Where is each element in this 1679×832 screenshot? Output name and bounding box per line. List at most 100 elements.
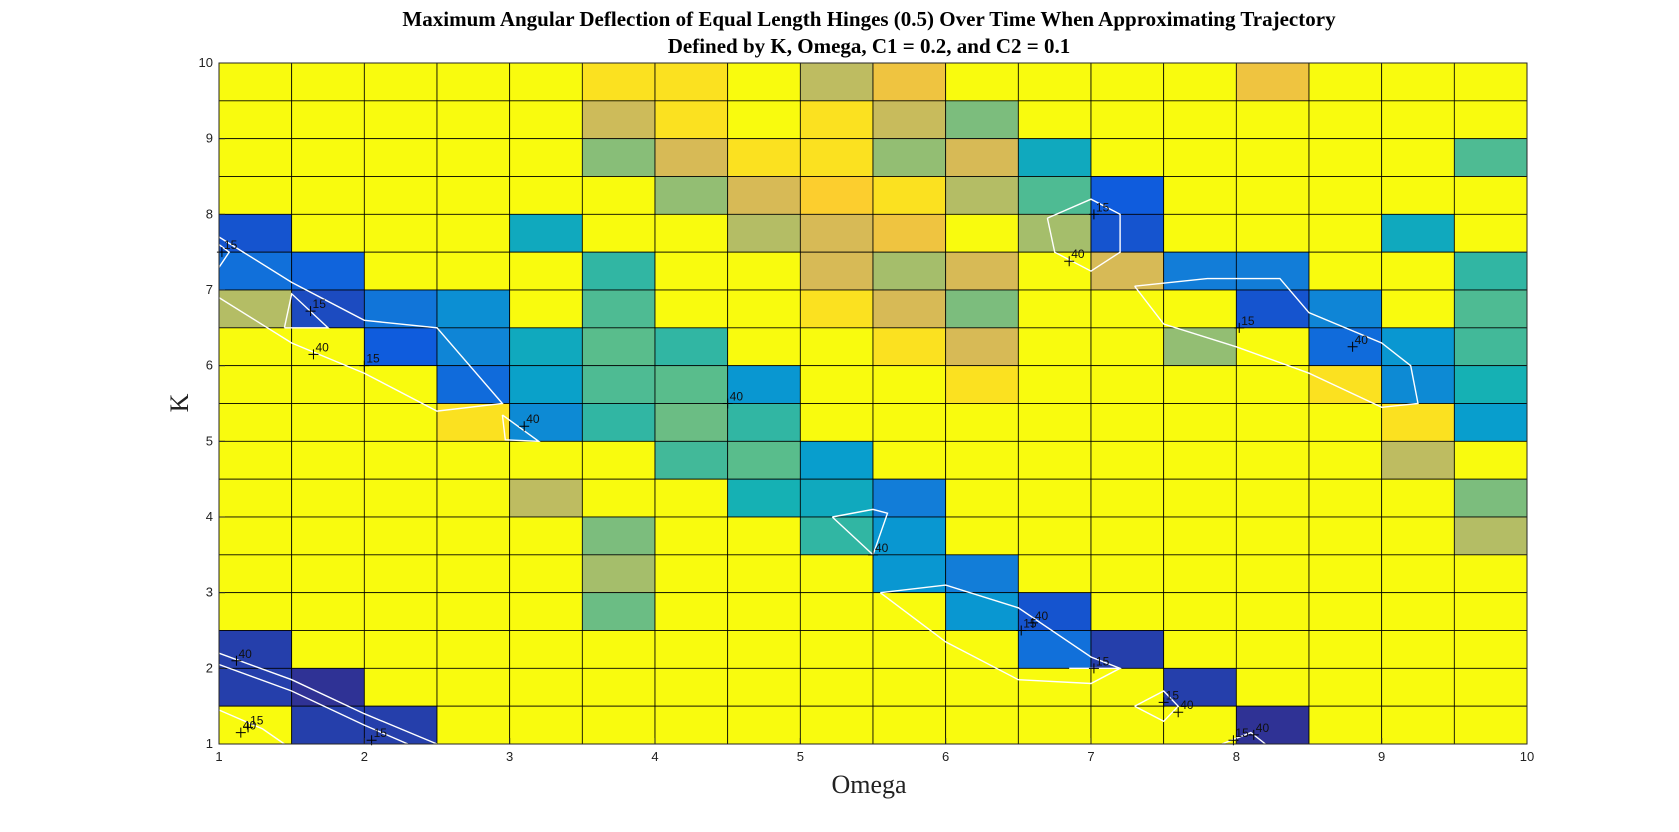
heatmap-cell — [581, 327, 656, 367]
heatmap-cell — [1163, 62, 1237, 102]
heatmap-cell — [872, 705, 947, 745]
heatmap-cell — [581, 592, 656, 631]
heatmap-cell — [1308, 327, 1383, 367]
heatmap-cell — [436, 251, 511, 291]
heatmap-cell — [1308, 403, 1383, 442]
heatmap-cell — [436, 62, 511, 102]
heatmap-cell — [1017, 554, 1092, 594]
heatmap-cell — [581, 667, 656, 707]
heatmap-cell — [1090, 365, 1165, 404]
heatmap-cell — [1235, 213, 1310, 253]
heatmap-cell — [872, 327, 947, 367]
contour-label: 40 — [1071, 247, 1085, 261]
heatmap-cell — [654, 516, 729, 556]
heatmap-cell — [363, 62, 438, 102]
heatmap-cell — [1308, 100, 1383, 140]
heatmap-cell — [1308, 554, 1383, 594]
heatmap-cell — [727, 440, 801, 480]
heatmap-cell — [436, 667, 511, 707]
heatmap-cell — [1235, 251, 1310, 291]
heatmap-cell — [1090, 478, 1165, 518]
heatmap-cell — [581, 365, 656, 404]
heatmap-cell — [945, 516, 1019, 556]
heatmap-cell — [727, 327, 801, 367]
heatmap-cell — [218, 213, 293, 253]
heatmap-cell — [872, 251, 947, 291]
heatmap-cell — [1163, 440, 1237, 480]
heatmap-cell — [799, 62, 874, 102]
heatmap-cell — [291, 403, 365, 442]
y-tick-label: 8 — [206, 206, 213, 221]
heatmap-cell — [1308, 667, 1383, 707]
heatmap-cell — [799, 138, 874, 177]
heatmap-cell — [727, 289, 801, 329]
heatmap-cell — [799, 251, 874, 291]
plot-frame — [218, 62, 1528, 745]
heatmap-cell — [799, 213, 874, 253]
contour-label-marker — [1347, 341, 1358, 352]
heatmap-cell — [1453, 327, 1528, 367]
heatmap-cell — [654, 554, 729, 594]
heatmap-cell — [1235, 100, 1310, 140]
heatmap-cell — [363, 630, 438, 669]
heatmap-cell — [363, 138, 438, 177]
heatmap-cell — [291, 705, 365, 745]
heatmap-cell — [1235, 62, 1310, 102]
heatmap-cell — [218, 554, 293, 594]
heatmap-cell — [1308, 630, 1383, 669]
contour-label: 15 — [374, 726, 388, 740]
heatmap-cell — [218, 403, 293, 442]
heatmap-cell — [727, 62, 801, 102]
y-tick-label: 2 — [206, 660, 213, 675]
heatmap-cell — [1017, 365, 1092, 404]
heatmap-cell — [1235, 516, 1310, 556]
heatmap-cell — [291, 516, 365, 556]
heatmap-cell — [509, 365, 583, 404]
heatmap-cell — [363, 440, 438, 480]
contour-line — [1046, 198, 1121, 272]
heatmap-cell — [218, 327, 293, 367]
heatmap-cell — [945, 138, 1019, 177]
heatmap-cell — [291, 630, 365, 669]
contour-label-marker — [1248, 729, 1259, 740]
contour-label: 40 — [875, 541, 889, 555]
heatmap-cell — [654, 630, 729, 669]
contour-label: 40 — [315, 340, 329, 354]
contour-label-marker — [243, 722, 254, 733]
heatmap-cell — [436, 176, 511, 215]
heatmap-cell — [1090, 516, 1165, 556]
heatmap-cell — [581, 554, 656, 594]
contour-line — [218, 244, 231, 268]
heatmap-cell — [1453, 365, 1528, 404]
heatmap-cell — [1090, 592, 1165, 631]
heatmap-cell — [1235, 630, 1310, 669]
heatmap-cell — [872, 630, 947, 669]
heatmap-cell — [1163, 289, 1237, 329]
y-tick-label: 6 — [206, 358, 213, 373]
heatmap-cell — [1017, 138, 1092, 177]
heatmap-cell — [509, 516, 583, 556]
heatmap-cell — [727, 705, 801, 745]
heatmap-cell — [218, 440, 293, 480]
heatmap-cell — [218, 365, 293, 404]
heatmap-cell — [945, 213, 1019, 253]
heatmap-cell — [945, 440, 1019, 480]
heatmap-cell — [654, 440, 729, 480]
heatmap-cell — [1163, 667, 1237, 707]
contour-label: 15 — [313, 297, 327, 311]
heatmap-cell — [1017, 327, 1092, 367]
heatmap-cell — [1308, 138, 1383, 177]
heatmap-cell — [872, 403, 947, 442]
heatmap-cell — [872, 592, 947, 631]
heatmap-cell — [581, 705, 656, 745]
heatmap-cell — [727, 100, 801, 140]
heatmap-cell — [1381, 440, 1455, 480]
heatmap-cell — [1308, 251, 1383, 291]
heatmap-cell — [509, 554, 583, 594]
heatmap-cell — [1381, 365, 1455, 404]
heatmap-cell — [1090, 213, 1165, 253]
heatmap-cell — [727, 630, 801, 669]
heatmap-cell — [799, 516, 874, 556]
contour-label-marker — [519, 421, 530, 432]
contour-label-marker — [308, 349, 319, 360]
